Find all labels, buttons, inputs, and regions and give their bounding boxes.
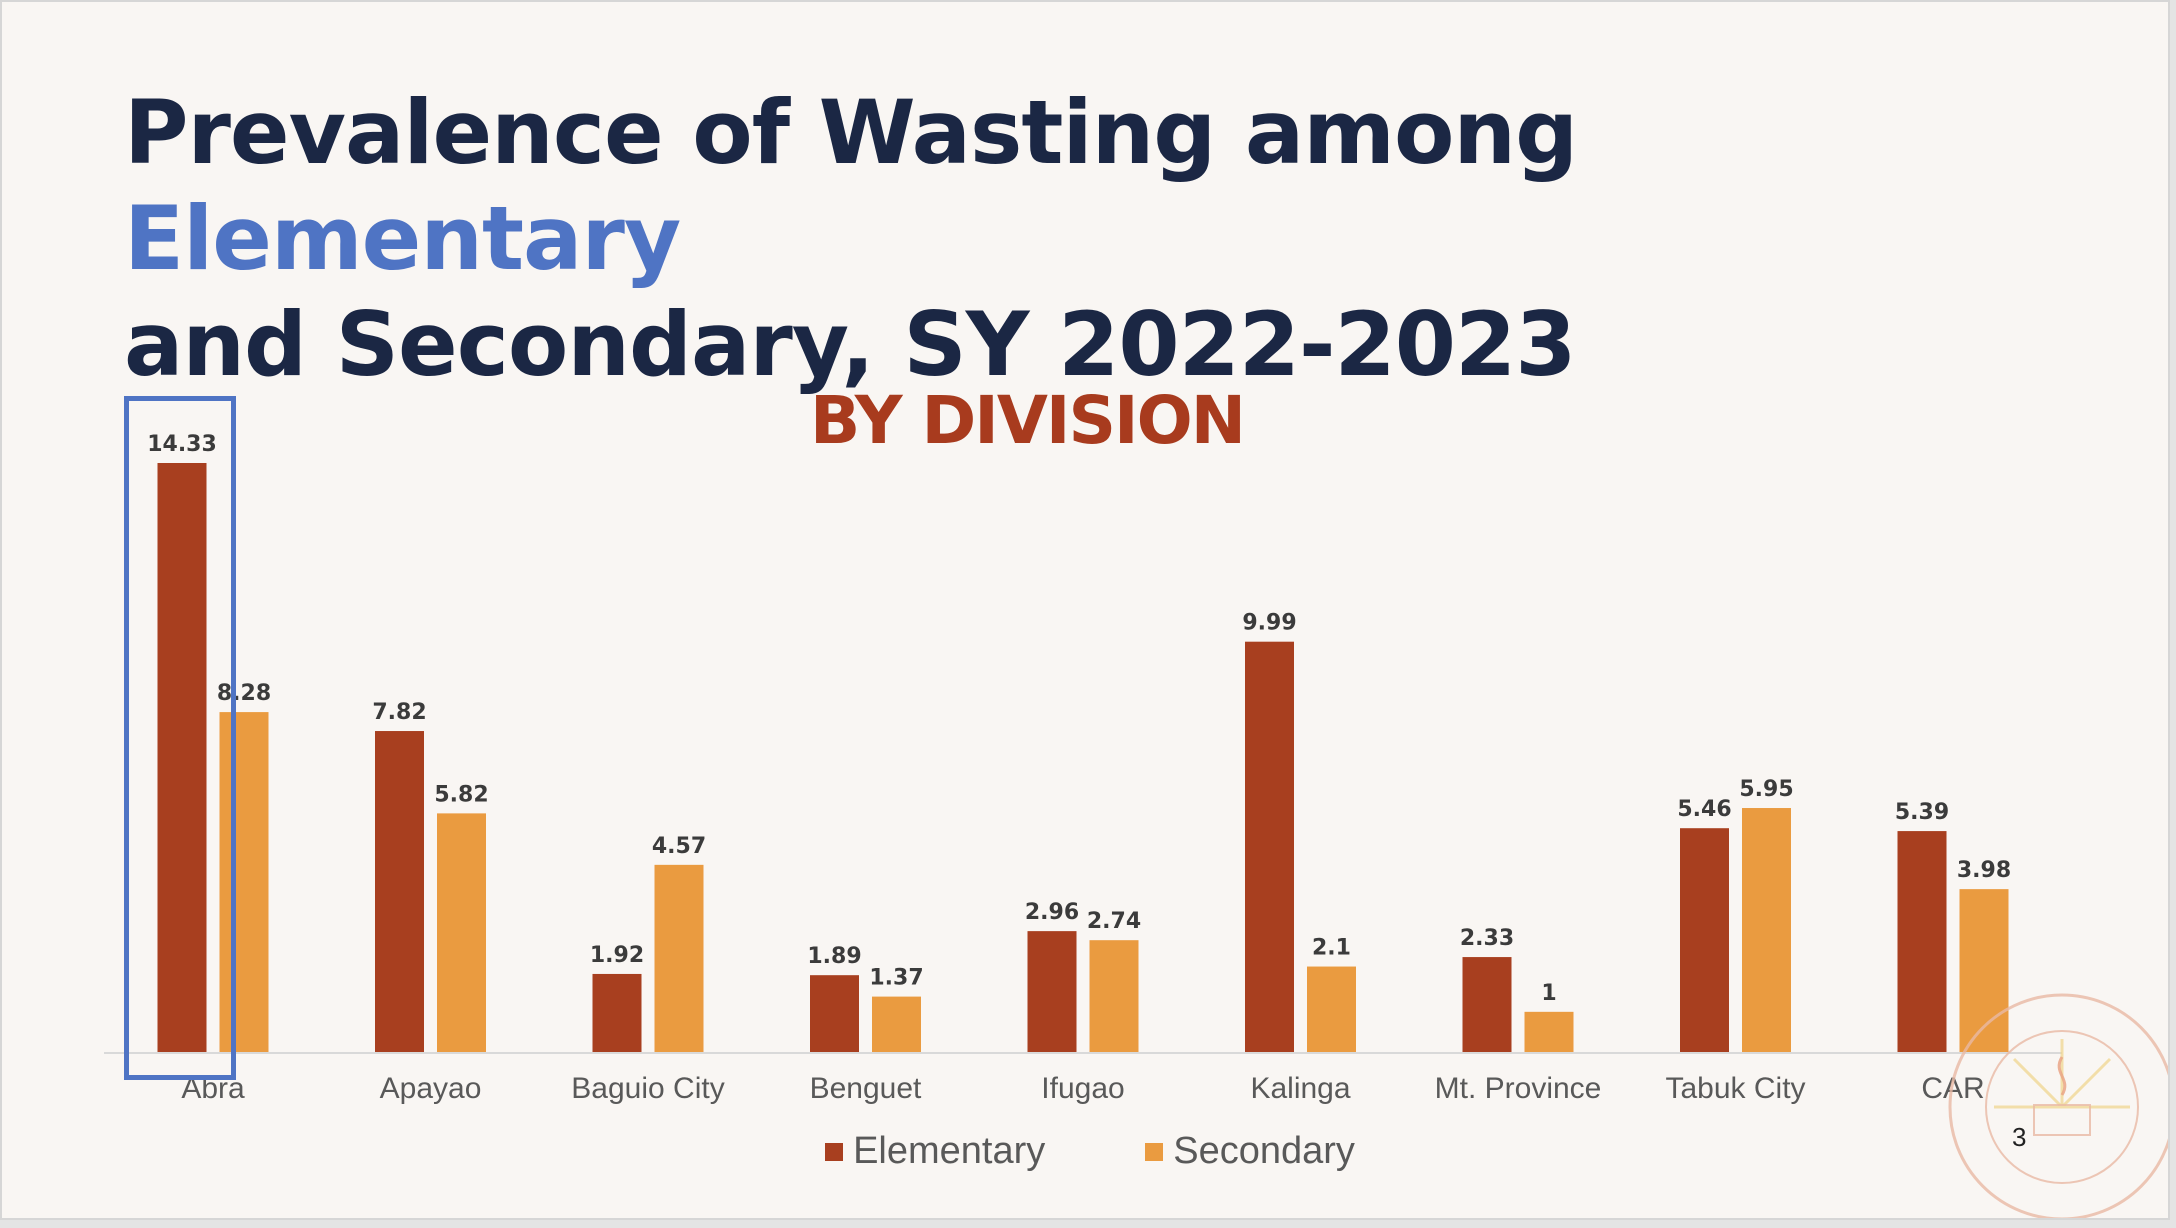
data-label-secondary-mt-province: 1 — [1541, 981, 1556, 1006]
legend-item-secondary: Secondary — [1145, 1130, 1355, 1173]
bar-elementary-apayao — [375, 731, 424, 1053]
chart-subtitle: BY DIVISION — [810, 382, 1246, 459]
deped-car-seal-logo — [1948, 993, 2168, 1218]
bar-secondary-abra — [219, 712, 269, 1053]
data-label-elementary-apayao: 7.82 — [372, 700, 426, 725]
bars-layer — [157, 463, 2009, 1053]
category-label-baguio-city: Baguio City — [571, 1072, 724, 1105]
data-label-elementary-tabuk-city: 5.46 — [1677, 797, 1731, 822]
bar-elementary-car — [1897, 831, 1947, 1053]
legend-item-elementary: Elementary — [825, 1130, 1045, 1173]
data-label-elementary-abra: 14.33 — [147, 432, 217, 457]
data-label-elementary-ifugao: 2.96 — [1025, 900, 1079, 925]
labels-layer: 14.338.28Abra7.825.82Apayao1.924.57Bagui… — [147, 432, 2011, 1105]
data-label-secondary-benguet: 1.37 — [869, 966, 923, 991]
category-label-ifugao: Ifugao — [1041, 1072, 1124, 1105]
bar-elementary-ifugao — [1027, 931, 1077, 1053]
legend-swatch-secondary — [1145, 1142, 1164, 1161]
bar-secondary-kalinga — [1307, 966, 1356, 1053]
data-label-secondary-ifugao: 2.74 — [1087, 909, 1141, 934]
bar-secondary-apayao — [437, 813, 486, 1053]
data-label-secondary-apayao: 5.82 — [434, 782, 488, 807]
bar-elementary-tabuk-city — [1680, 828, 1729, 1053]
category-label-benguet: Benguet — [810, 1072, 922, 1105]
data-label-elementary-mt-province: 2.33 — [1460, 926, 1514, 951]
legend-label-elementary: Elementary — [853, 1130, 1046, 1172]
category-label-kalinga: Kalinga — [1250, 1072, 1350, 1105]
bar-secondary-mt-province — [1524, 1011, 1574, 1053]
bar-secondary-baguio-city — [654, 864, 704, 1053]
data-label-secondary-baguio-city: 4.57 — [652, 834, 706, 859]
title-part-2: and Secondary, SY 2022-2023 — [124, 293, 1576, 396]
legend-label-secondary: Secondary — [1173, 1130, 1355, 1172]
data-label-secondary-kalinga: 2.1 — [1312, 936, 1351, 961]
data-label-elementary-kalinga: 9.99 — [1242, 611, 1296, 636]
bar-secondary-tabuk-city — [1742, 808, 1791, 1053]
bar-elementary-benguet — [810, 975, 859, 1053]
slide-title: Prevalence of Wasting among Elementary an… — [124, 80, 2024, 398]
category-label-tabuk-city: Tabuk City — [1665, 1072, 1805, 1105]
category-label-apayao: Apayao — [380, 1072, 482, 1105]
data-label-secondary-abra: 8.28 — [217, 681, 271, 706]
title-highlight: Elementary — [124, 187, 681, 290]
bar-secondary-benguet — [872, 996, 921, 1053]
category-label-mt-province: Mt. Province — [1435, 1072, 1602, 1105]
abra-highlight-box — [124, 396, 236, 1080]
chart-legend: Elementary Secondary — [2, 1130, 2168, 1173]
data-label-elementary-car: 5.39 — [1895, 800, 1949, 825]
bar-elementary-kalinga — [1245, 641, 1294, 1053]
bar-elementary-abra — [157, 463, 207, 1053]
bar-elementary-baguio-city — [592, 973, 642, 1053]
data-label-secondary-tabuk-city: 5.95 — [1739, 777, 1793, 802]
title-part-1: Prevalence of Wasting among — [124, 81, 1578, 184]
page-number: 3 — [2012, 1122, 2027, 1152]
bar-elementary-mt-province — [1462, 957, 1512, 1053]
bar-secondary-ifugao — [1089, 940, 1139, 1053]
data-label-elementary-benguet: 1.89 — [807, 944, 861, 969]
data-label-secondary-car: 3.98 — [1957, 858, 2011, 883]
legend-swatch-elementary — [825, 1142, 844, 1161]
data-label-elementary-baguio-city: 1.92 — [590, 943, 644, 968]
